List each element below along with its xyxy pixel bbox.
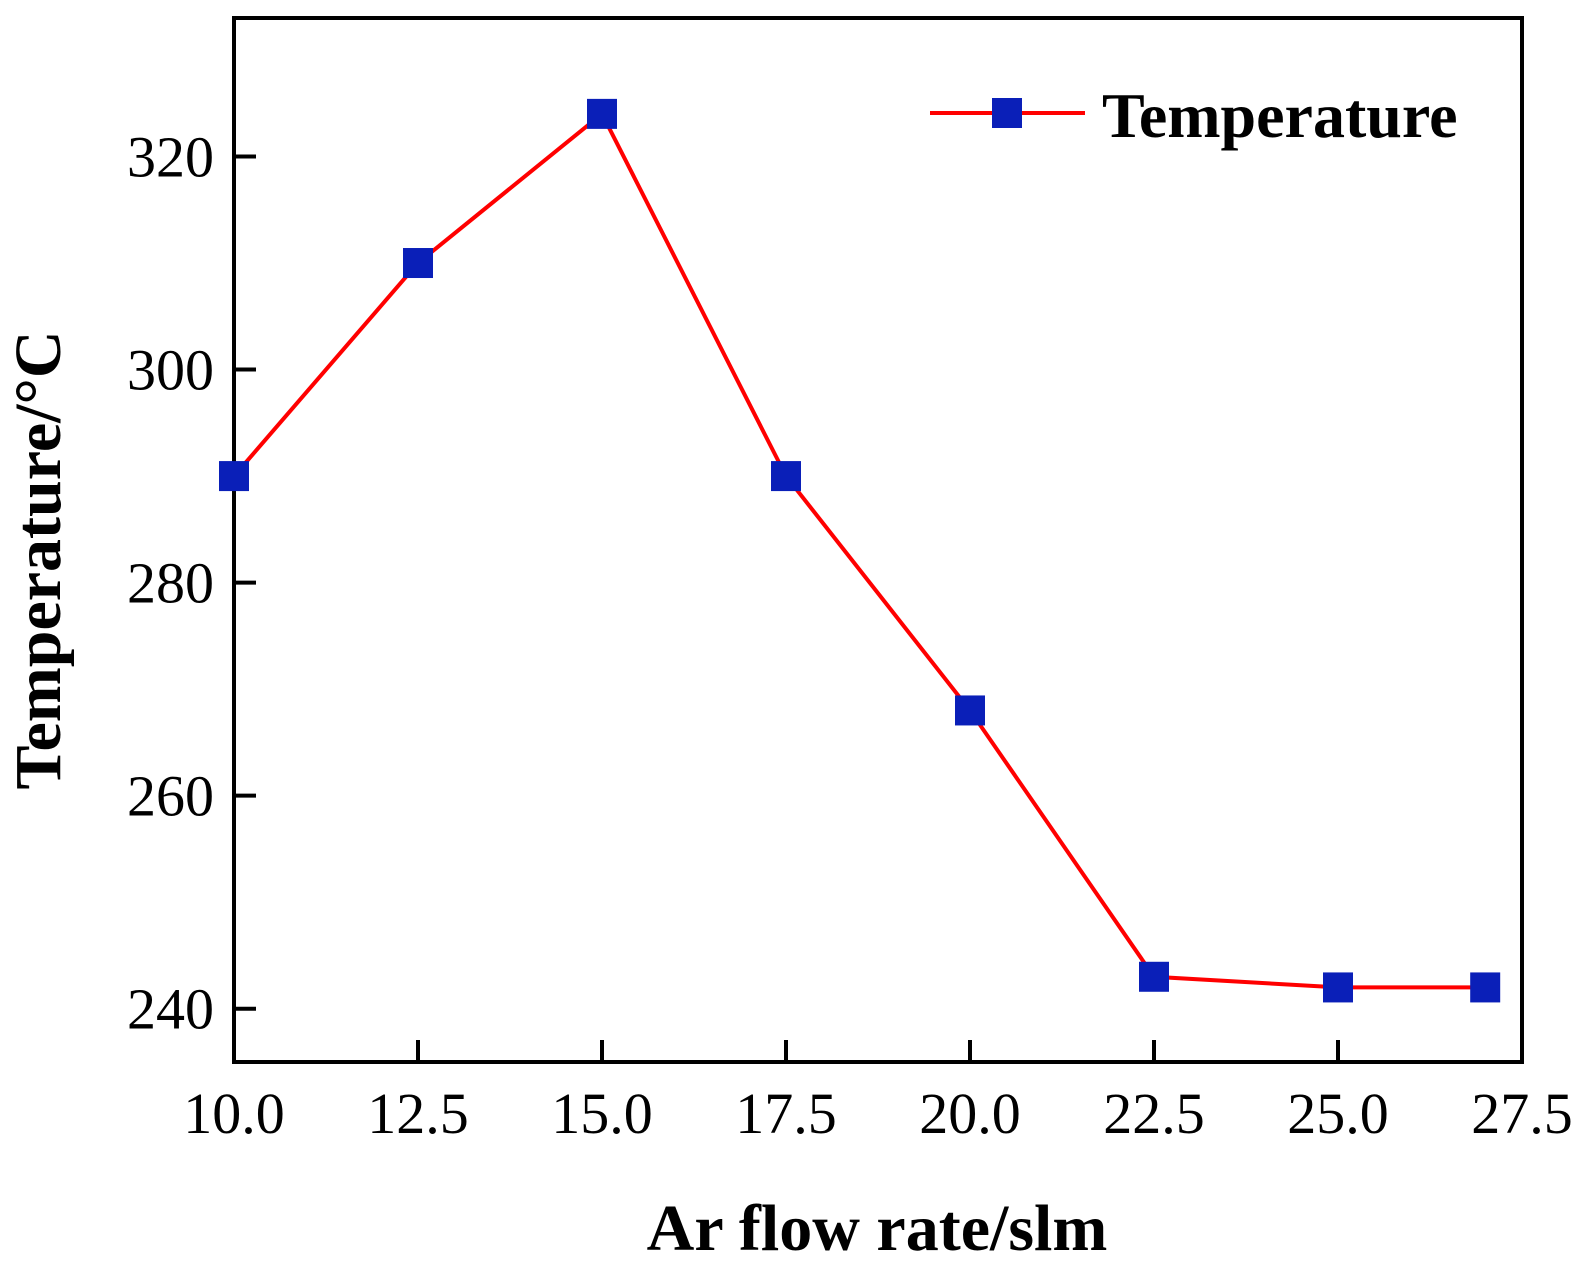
data-point-marker <box>1323 972 1353 1003</box>
y-tick-label: 240 <box>127 977 214 1042</box>
legend-label: Temperature <box>1102 80 1458 151</box>
x-tick-label: 22.5 <box>1103 1081 1205 1146</box>
y-tick-label: 300 <box>127 338 214 403</box>
series-line <box>232 110 1486 990</box>
y-tick-label: 280 <box>127 551 214 616</box>
x-axis-ticks: 10.0 12.5 15.0 17.5 20.0 22.5 25.0 27.5 <box>183 1040 1573 1146</box>
data-point-marker <box>1470 972 1501 1003</box>
data-point-marker <box>403 248 433 279</box>
y-axis-title: Temperature/°C <box>2 330 75 789</box>
series-layer <box>219 98 1501 1003</box>
x-tick-label: 25.0 <box>1287 1081 1389 1146</box>
x-axis-title: Ar flow rate/slm <box>647 1192 1108 1265</box>
data-point-marker <box>1139 961 1169 992</box>
x-tick-label: 12.5 <box>367 1081 469 1146</box>
x-tick-label: 10.0 <box>183 1081 285 1146</box>
data-point-marker <box>219 461 249 492</box>
y-tick-label: 320 <box>127 124 214 189</box>
x-tick-label: 20.0 <box>919 1081 1021 1146</box>
data-point-marker <box>587 98 617 129</box>
x-tick-label: 27.5 <box>1471 1081 1573 1146</box>
x-tick-label: 15.0 <box>551 1081 653 1146</box>
legend-marker <box>992 98 1022 128</box>
data-point-marker <box>955 695 985 726</box>
x-tick-label: 17.5 <box>735 1081 837 1146</box>
y-tick-label: 260 <box>127 764 214 829</box>
data-point-marker <box>771 461 801 492</box>
plot-frame <box>232 16 1524 1064</box>
legend: Temperature <box>930 80 1458 151</box>
y-axis-ticks: 240 260 280 300 320 <box>127 124 256 1042</box>
